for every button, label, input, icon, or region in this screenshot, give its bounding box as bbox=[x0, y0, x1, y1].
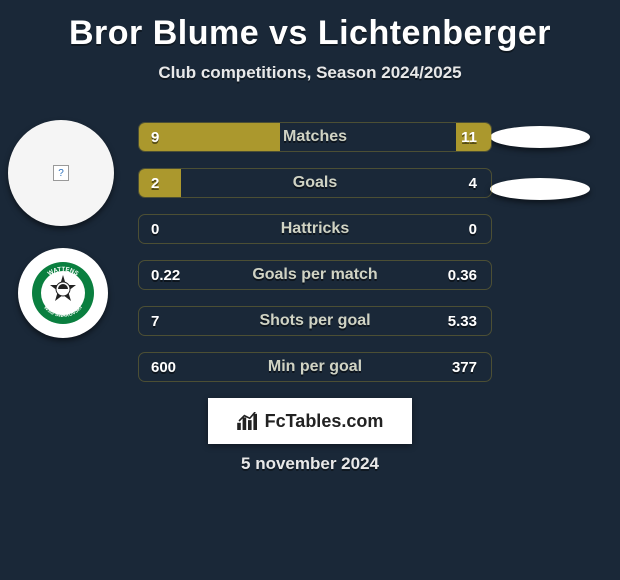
player-avatar: ? bbox=[8, 120, 114, 226]
bar-left-fill bbox=[139, 123, 280, 151]
right-club-placeholder bbox=[490, 178, 590, 200]
stat-left-value: 2 bbox=[151, 169, 159, 197]
stat-right-value: 377 bbox=[452, 353, 477, 381]
branding-badge: FcTables.com bbox=[208, 398, 412, 444]
stat-row: 600 377Min per goal bbox=[138, 352, 492, 382]
stat-left-value: 600 bbox=[151, 353, 176, 381]
stat-right-value: 0.36 bbox=[448, 261, 477, 289]
date-text: 5 november 2024 bbox=[0, 454, 620, 474]
stat-row: 0.22 0.36Goals per match bbox=[138, 260, 492, 290]
club-logo-icon: WATTENS WSG SWAROVSKI bbox=[31, 261, 95, 325]
fctables-logo-icon bbox=[237, 412, 259, 430]
stat-left-value: 9 bbox=[151, 123, 159, 151]
stat-row: 911Matches bbox=[138, 122, 492, 152]
stats-bars: 911Matches24Goals00Hattricks0.220.36Goal… bbox=[138, 122, 492, 398]
stat-label: Goals bbox=[139, 169, 491, 197]
stat-left-value: 0 bbox=[151, 215, 159, 243]
stat-label: Goals per match bbox=[139, 261, 491, 289]
stat-right-value: 5.33 bbox=[448, 307, 477, 335]
page-title: Bror Blume vs Lichtenberger bbox=[0, 0, 620, 53]
left-column: ? WATTENS WSG SWAROVSKI bbox=[8, 120, 118, 338]
stat-right-value: 0 bbox=[469, 215, 477, 243]
page-subtitle: Club competitions, Season 2024/2025 bbox=[0, 63, 620, 83]
stat-row: 0 0Hattricks bbox=[138, 214, 492, 244]
stat-right-value: 11 bbox=[461, 123, 477, 151]
stat-label: Min per goal bbox=[139, 353, 491, 381]
stat-label: Shots per goal bbox=[139, 307, 491, 335]
club-badge: WATTENS WSG SWAROVSKI bbox=[18, 248, 108, 338]
broken-image-icon: ? bbox=[53, 165, 69, 181]
stat-row: 2 4Goals bbox=[138, 168, 492, 198]
branding-text: FcTables.com bbox=[265, 411, 384, 432]
stat-right-value: 4 bbox=[469, 169, 477, 197]
stat-label: Hattricks bbox=[139, 215, 491, 243]
stat-left-value: 0.22 bbox=[151, 261, 180, 289]
right-avatar-placeholder bbox=[490, 126, 590, 148]
right-column bbox=[490, 126, 600, 230]
bar-left-fill bbox=[139, 169, 181, 197]
stat-row: 7 5.33Shots per goal bbox=[138, 306, 492, 336]
stat-left-value: 7 bbox=[151, 307, 159, 335]
